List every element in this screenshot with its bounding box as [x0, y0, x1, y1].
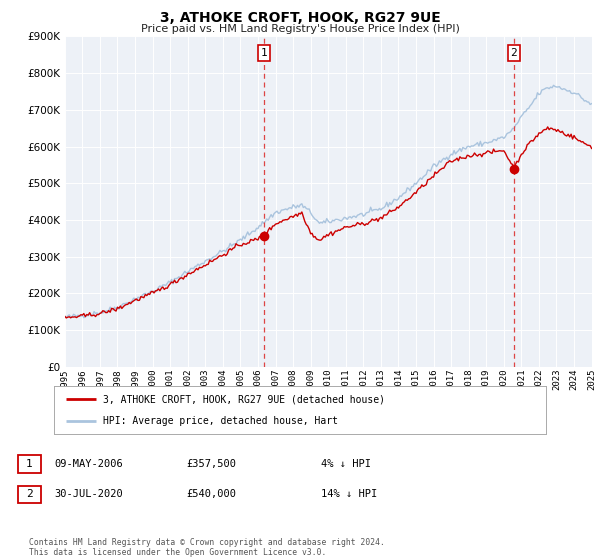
Text: 09-MAY-2006: 09-MAY-2006 — [54, 459, 123, 469]
Text: £540,000: £540,000 — [186, 489, 236, 500]
Text: 1: 1 — [26, 459, 33, 469]
Text: 2: 2 — [26, 489, 33, 500]
Text: £357,500: £357,500 — [186, 459, 236, 469]
Text: 4% ↓ HPI: 4% ↓ HPI — [321, 459, 371, 469]
Text: Contains HM Land Registry data © Crown copyright and database right 2024.
This d: Contains HM Land Registry data © Crown c… — [29, 538, 385, 557]
Text: 3, ATHOKE CROFT, HOOK, RG27 9UE (detached house): 3, ATHOKE CROFT, HOOK, RG27 9UE (detache… — [103, 394, 385, 404]
Text: 3, ATHOKE CROFT, HOOK, RG27 9UE: 3, ATHOKE CROFT, HOOK, RG27 9UE — [160, 11, 440, 25]
Text: 1: 1 — [261, 48, 268, 58]
Text: 2: 2 — [511, 48, 517, 58]
Text: 30-JUL-2020: 30-JUL-2020 — [54, 489, 123, 500]
Text: Price paid vs. HM Land Registry's House Price Index (HPI): Price paid vs. HM Land Registry's House … — [140, 24, 460, 34]
Text: 14% ↓ HPI: 14% ↓ HPI — [321, 489, 377, 500]
Text: HPI: Average price, detached house, Hart: HPI: Average price, detached house, Hart — [103, 416, 338, 426]
